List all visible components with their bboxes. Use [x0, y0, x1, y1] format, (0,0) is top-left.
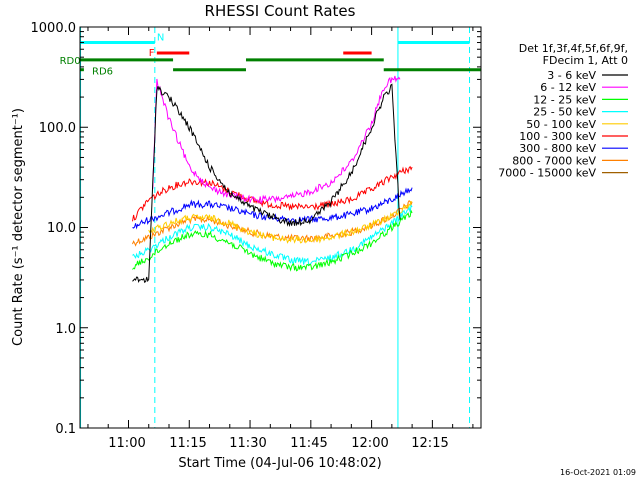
series-line — [132, 83, 401, 284]
legend-label: 12 - 25 keV — [533, 93, 596, 106]
y-tick-label: 1.0 — [55, 322, 76, 337]
series-line — [132, 209, 413, 272]
y-tick-label: 10.0 — [47, 221, 76, 236]
series-line — [152, 75, 401, 205]
axis-ticks — [80, 27, 481, 429]
legend-label: 800 - 7000 keV — [512, 154, 596, 167]
x-tick-label: 11:15 — [169, 436, 206, 451]
legend-label: 6 - 12 keV — [540, 81, 596, 94]
legend-label: 300 - 800 keV — [519, 142, 596, 155]
y-tick-label: 1000.0 — [31, 21, 77, 36]
status-bars: NF RD0 RD6 — [60, 33, 481, 77]
vertical-markers — [80, 27, 471, 428]
legend-header: Det 1f,3f,4f,5f,6f,9f, — [519, 42, 628, 55]
series-line — [132, 204, 413, 266]
legend: Det 1f,3f,4f,5f,6f,9f, FDecim 1, Att 0 3… — [498, 42, 628, 180]
legend-label: 7000 - 15000 keV — [498, 167, 596, 180]
series-layer — [132, 75, 413, 284]
annotation-label: N — [157, 33, 164, 44]
x-axis-label: Start Time (04-Jul-06 10:48:02) — [178, 456, 381, 471]
y-axis-label: Count Rate (s⁻¹ detector segment⁻¹) — [11, 108, 26, 346]
x-tick-label: 12:15 — [411, 436, 448, 451]
legend-label: 50 - 100 keV — [526, 118, 596, 131]
series-line — [132, 165, 413, 222]
timestamp: 16-Oct-2021 01:09 — [560, 468, 636, 477]
annotation-label: F — [149, 48, 155, 59]
legend-header: FDecim 1, Att 0 — [543, 54, 628, 67]
annotation-label: RD6 — [92, 66, 113, 77]
legend-label: 3 - 6 keV — [547, 69, 596, 82]
legend-label: 100 - 300 keV — [519, 130, 596, 143]
x-tick-label: 11:00 — [108, 436, 145, 451]
legend-label: 25 - 50 keV — [533, 106, 596, 119]
series-line — [148, 201, 413, 244]
x-tick-label: 11:30 — [229, 436, 266, 451]
annotation-label: RD0 — [60, 56, 81, 67]
y-tick-label: 0.1 — [55, 422, 76, 437]
chart-title: RHESSI Count Rates — [205, 2, 356, 20]
plot-frame — [79, 26, 482, 429]
x-tick-label: 11:45 — [290, 436, 327, 451]
x-tick-label: 12:00 — [351, 436, 388, 451]
y-tick-label: 100.0 — [39, 121, 76, 136]
